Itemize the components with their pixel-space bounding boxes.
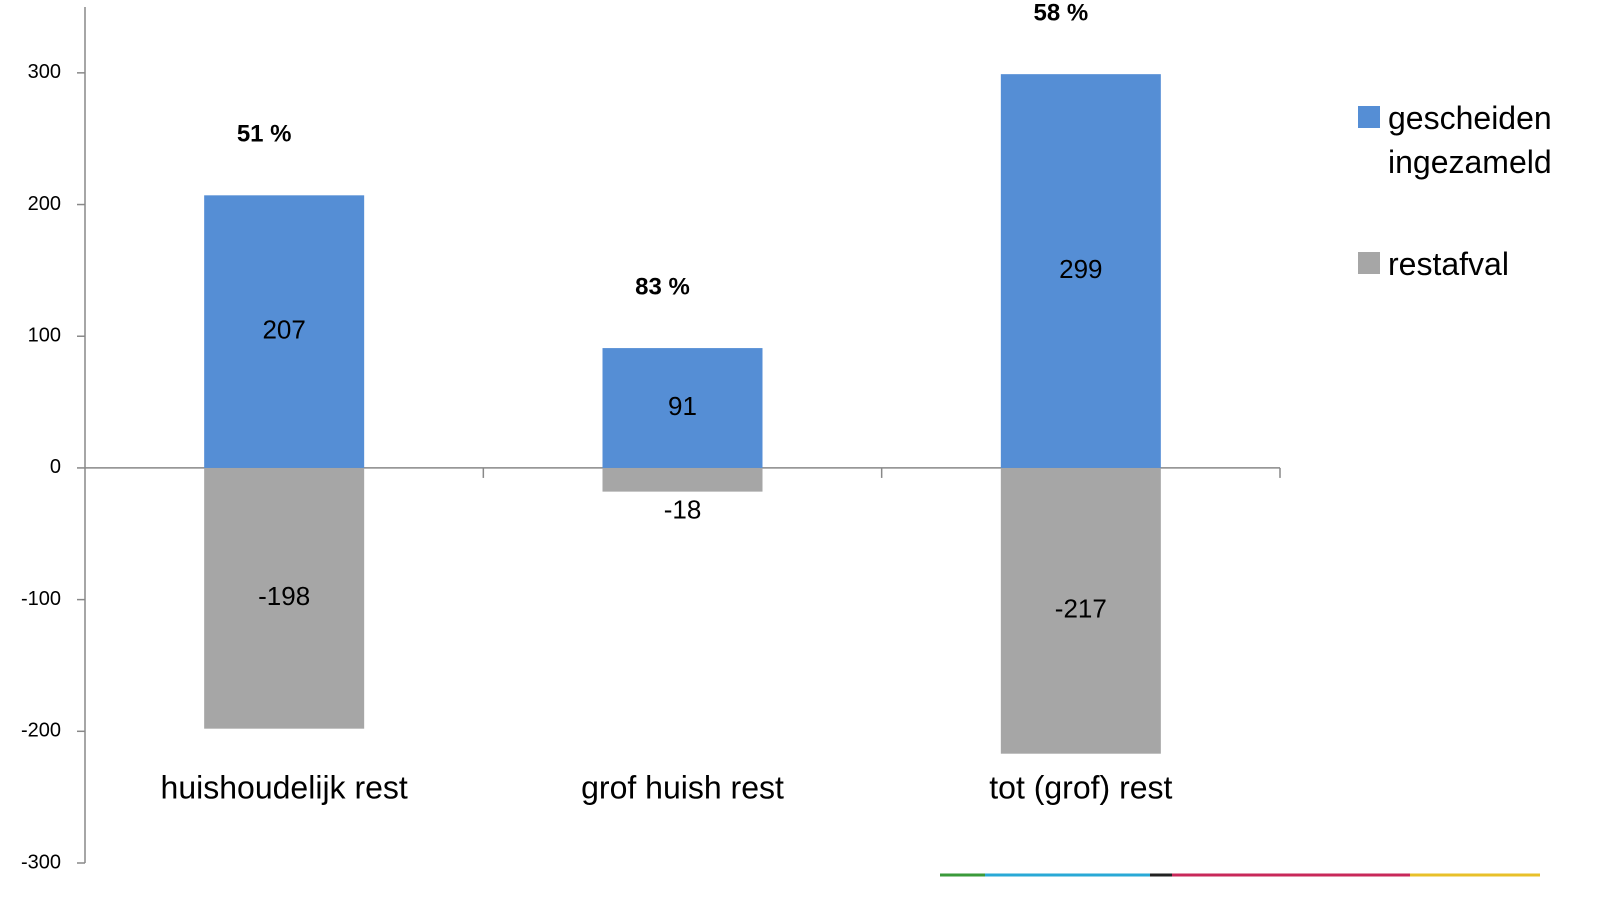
legend-item: gescheiden ingezameld (1358, 96, 1578, 184)
y-tick-label: 0 (50, 456, 61, 478)
bar (204, 195, 365, 468)
legend-swatch (1358, 252, 1380, 274)
y-tick-label: -300 (21, 851, 61, 873)
data-label: -18 (664, 495, 702, 525)
bar (1000, 467, 1161, 754)
legend-item: restafval (1358, 242, 1578, 286)
legend: gescheiden ingezameld restafval (1358, 96, 1578, 344)
bar (1000, 74, 1161, 468)
x-tick-label: tot (grof) rest (989, 769, 1172, 805)
y-tick-label: 300 (28, 61, 61, 83)
y-tick-label: -200 (21, 720, 61, 742)
bar (602, 467, 763, 492)
annotation: 83 % (635, 273, 690, 300)
legend-label: gescheiden ingezameld (1388, 100, 1552, 180)
data-label: 299 (1059, 254, 1102, 284)
annotation: 51 % (237, 121, 292, 148)
data-label: -198 (258, 581, 310, 611)
x-tick-label: grof huish rest (581, 769, 784, 805)
data-label: 207 (262, 314, 305, 344)
x-tick-label: huishoudelijk rest (161, 769, 408, 805)
legend-label: restafval (1388, 246, 1509, 282)
data-label: -217 (1055, 594, 1107, 624)
annotation: 58 % (1033, 0, 1088, 27)
bar (602, 348, 763, 468)
y-tick-label: 100 (28, 325, 61, 347)
bar (204, 467, 365, 729)
y-tick-label: -100 (21, 588, 61, 610)
y-tick-label: 200 (28, 193, 61, 215)
legend-swatch (1358, 106, 1380, 128)
data-label: 91 (668, 391, 697, 421)
